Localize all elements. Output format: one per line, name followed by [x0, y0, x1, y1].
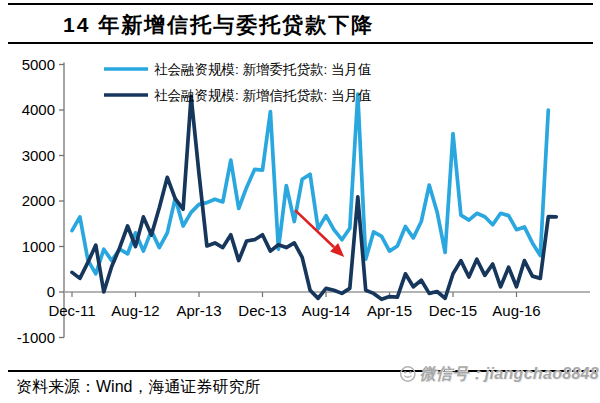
x-axis-label: Aug-16	[492, 302, 540, 319]
x-axis-label: Aug-12	[111, 302, 159, 319]
x-axis-label: Aug-14	[302, 302, 350, 319]
watermark-label: 微信号：jiangchao8848	[420, 364, 599, 385]
x-axis-label: Dec-15	[429, 302, 477, 319]
y-axis-label: 2000	[22, 192, 55, 209]
line-chart: -1000 0 1000 2000 3000 4000 5000 Dec-11 Aug-12 Ap…	[0, 0, 600, 403]
legend-label: 社会融资规模: 新增委托贷款: 当月值	[154, 62, 372, 77]
y-axis-label: -1000	[17, 329, 55, 346]
wechat-smiley-icon	[399, 361, 417, 387]
x-axis-label: Dec-11	[48, 302, 95, 319]
y-axis-label: 0	[47, 283, 55, 300]
x-axis-label: Apr-15	[367, 302, 412, 319]
series-line-entrusted-loans	[72, 94, 548, 274]
x-axis-label: Dec-13	[238, 302, 286, 319]
source-note: 资料来源：Wind，海通证券研究所	[16, 377, 260, 398]
y-axis-label: 5000	[22, 56, 55, 73]
x-axis-label: Apr-13	[176, 302, 221, 319]
y-axis-label: 1000	[22, 238, 55, 255]
legend-label: 社会融资规模: 新增信托贷款: 当月值	[154, 88, 372, 103]
y-axis-label: 3000	[22, 147, 55, 164]
y-axis-label: 4000	[22, 101, 55, 118]
watermark: 微信号：jiangchao8848	[399, 360, 599, 388]
